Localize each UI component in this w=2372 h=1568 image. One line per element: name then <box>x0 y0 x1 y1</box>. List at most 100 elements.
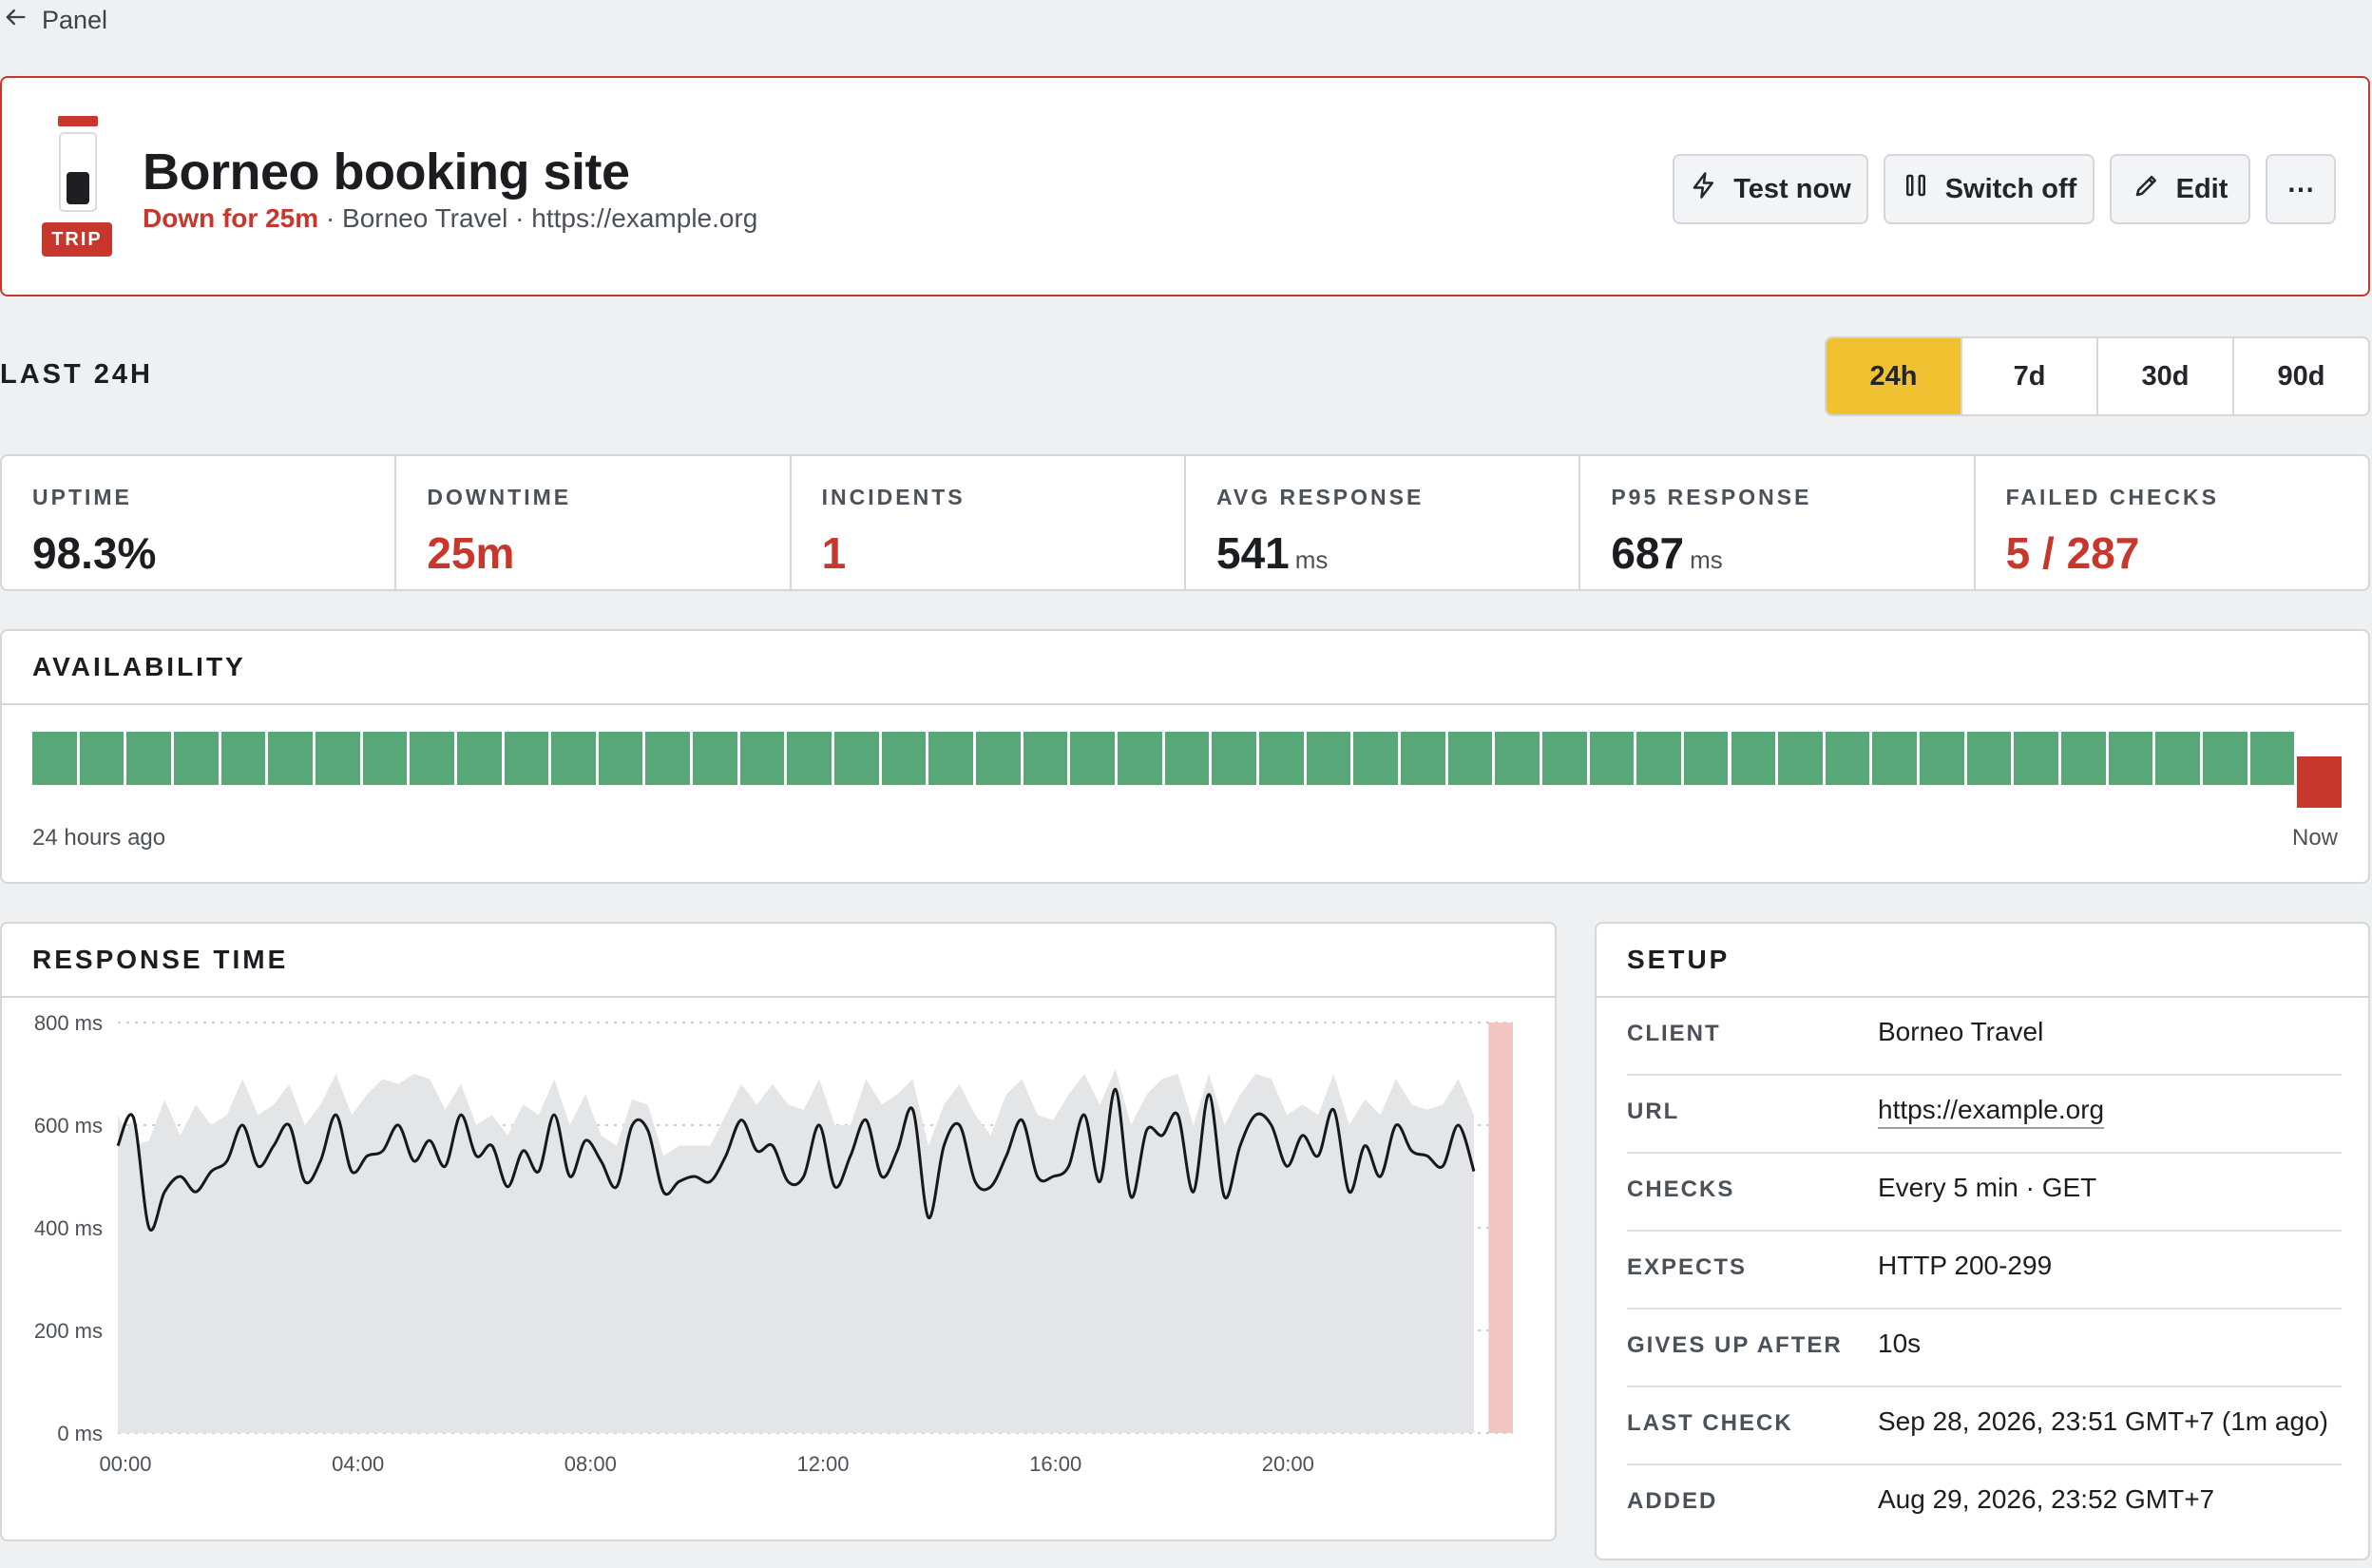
bolt-icon <box>1690 171 1718 207</box>
availability-bar-up[interactable] <box>32 732 77 785</box>
stat-failed-checks: FAILED CHECKS 5 / 287 <box>1973 456 2368 589</box>
response-time-card: RESPONSE TIME 0 ms 200 ms 400 ms 600 ms 800 … <box>0 922 1557 1541</box>
availability-bar-up[interactable] <box>1495 732 1540 785</box>
more-options-button[interactable]: ⋯ <box>2266 154 2336 224</box>
switch-off-button[interactable]: Switch off <box>1884 154 2095 224</box>
availability-bar-up[interactable] <box>1778 732 1823 785</box>
availability-bar-up[interactable] <box>1731 732 1776 785</box>
setup-row-checks: CHECKS Every 5 min · GET <box>1627 1154 2342 1232</box>
period-30d[interactable]: 30d <box>2096 338 2232 414</box>
stat-avg-response: AVG RESPONSE 541 ms <box>1183 456 1578 589</box>
monitor-type-icon: TRIP <box>42 116 112 260</box>
setup-url-link[interactable]: https://example.org <box>1878 1095 2105 1129</box>
availability-bar-up[interactable] <box>739 732 785 785</box>
availability-bar-up[interactable] <box>1400 732 1445 785</box>
more-icon: ⋯ <box>2286 174 2315 205</box>
setup-row-url: URL https://example.org <box>1627 1076 2342 1154</box>
response-time-chart: 0 ms 200 ms 400 ms 600 ms 800 ms 00:00 04:00 08… <box>34 1011 1513 1476</box>
setup-card: SETUP CLIENT Borneo Travel URL https://e… <box>1595 922 2370 1560</box>
stat-downtime: DOWNTIME 25m <box>394 456 789 589</box>
availability-bar-up[interactable] <box>2155 732 2201 785</box>
y-tick-label: 600 ms <box>34 1114 103 1138</box>
pause-icon <box>1902 171 1930 207</box>
stat-uptime: UPTIME 98.3% <box>2 456 394 589</box>
availability-bar-up[interactable] <box>362 732 408 785</box>
monitor-url: https://example.org <box>531 203 758 233</box>
availability-bar-up[interactable] <box>881 732 927 785</box>
availability-bar-up[interactable] <box>268 732 313 785</box>
availability-bar-up[interactable] <box>1070 732 1115 785</box>
availability-card: AVAILABILITY 24 hours ago Now <box>0 629 2370 884</box>
availability-bar-up[interactable] <box>126 732 171 785</box>
availability-bar-up[interactable] <box>1023 732 1068 785</box>
y-tick-label: 200 ms <box>34 1319 103 1343</box>
availability-bar-up[interactable] <box>220 732 266 785</box>
availability-bar-up[interactable] <box>2108 732 2153 785</box>
availability-bar-up[interactable] <box>504 732 549 785</box>
availability-bar-up[interactable] <box>2014 732 2059 785</box>
availability-bar-up[interactable] <box>1825 732 1870 785</box>
availability-bar-up[interactable] <box>456 732 502 785</box>
availability-bar-up[interactable] <box>1683 732 1729 785</box>
back-link-label: Panel <box>42 5 108 34</box>
availability-bar-up[interactable] <box>1541 732 1587 785</box>
availability-bar-up[interactable] <box>2203 732 2248 785</box>
test-now-button[interactable]: Test now <box>1673 154 1868 224</box>
back-link[interactable]: Panel <box>2 2 107 38</box>
availability-bar-up[interactable] <box>693 732 737 785</box>
availability-bar-up[interactable] <box>315 732 360 785</box>
pencil-icon <box>2133 171 2161 207</box>
monitor-type-badge: TRIP <box>42 222 112 257</box>
client-name: Borneo Travel <box>342 203 508 233</box>
availability-bar-up[interactable] <box>2061 732 2106 785</box>
availability-bar-up[interactable] <box>2249 732 2295 785</box>
availability-bar-up[interactable] <box>1920 732 1964 785</box>
avg-response-value: 541 <box>1215 528 1290 578</box>
availability-bar-up[interactable] <box>1258 732 1304 785</box>
stats-bar: UPTIME 98.3% DOWNTIME 25m INCIDENTS 1 AV… <box>0 454 2370 591</box>
y-tick-label: 0 ms <box>57 1422 103 1445</box>
y-tick-label: 800 ms <box>34 1011 103 1035</box>
uptime-value: 98.3% <box>32 528 157 578</box>
status-text: Down for 25m <box>143 203 319 233</box>
availability-bar-up[interactable] <box>787 732 832 785</box>
availability-bar-up[interactable] <box>1636 732 1681 785</box>
availability-bar-up[interactable] <box>928 732 974 785</box>
availability-bar-up[interactable] <box>551 732 596 785</box>
availability-bar-up[interactable] <box>598 732 643 785</box>
availability-bar-up[interactable] <box>1164 732 1210 785</box>
availability-bar-up[interactable] <box>645 732 691 785</box>
availability-bar-up[interactable] <box>1966 732 2012 785</box>
availability-bar-up[interactable] <box>1353 732 1398 785</box>
availability-bar-up[interactable] <box>1118 732 1162 785</box>
response-line <box>116 1087 1476 1232</box>
availability-bar-up[interactable] <box>1872 732 1918 785</box>
setup-title: SETUP <box>1597 924 2368 998</box>
availability-bar-up[interactable] <box>1212 732 1256 785</box>
availability-bar-up[interactable] <box>834 732 879 785</box>
availability-bar-up[interactable] <box>1589 732 1635 785</box>
period-selector: 24h 7d 30d 90d <box>1825 336 2370 416</box>
period-7d[interactable]: 7d <box>1961 338 2096 414</box>
x-tick-label: 20:00 <box>1262 1452 1314 1476</box>
period-title: LAST 24H <box>0 359 153 390</box>
y-tick-label: 400 ms <box>34 1216 103 1240</box>
x-tick-label: 12:00 <box>796 1452 849 1476</box>
x-tick-label: 00:00 <box>99 1452 151 1476</box>
availability-bar-up[interactable] <box>79 732 124 785</box>
availability-bar-down[interactable] <box>2297 756 2342 808</box>
x-tick-label: 16:00 <box>1029 1452 1081 1476</box>
x-tick-label: 04:00 <box>332 1452 384 1476</box>
stat-p95-response: P95 RESPONSE 687 ms <box>1578 456 1973 589</box>
availability-bar-up[interactable] <box>1306 732 1351 785</box>
period-90d[interactable]: 90d <box>2232 338 2368 414</box>
availability-bar-up[interactable] <box>410 732 454 785</box>
edit-button[interactable]: Edit <box>2110 154 2250 224</box>
arrow-left-icon <box>2 4 29 37</box>
availability-bar-up[interactable] <box>173 732 219 785</box>
availability-bar-up[interactable] <box>1447 732 1493 785</box>
availability-start-label: 24 hours ago <box>32 825 166 851</box>
period-24h[interactable]: 24h <box>1827 338 1961 414</box>
setup-row-last-check: LAST CHECK Sep 28, 2026, 23:51 GMT+7 (1m… <box>1627 1387 2342 1465</box>
availability-bar-up[interactable] <box>976 732 1021 785</box>
